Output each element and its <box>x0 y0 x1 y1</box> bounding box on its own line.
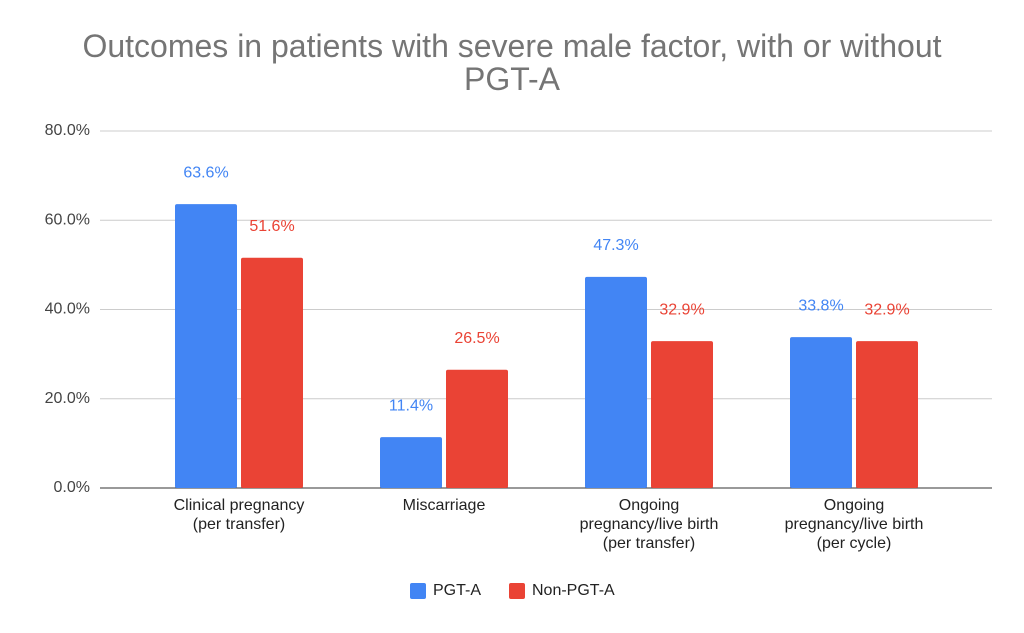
value-label: 51.6% <box>249 218 294 235</box>
y-tick-label: 0.0% <box>54 479 90 496</box>
legend-swatch <box>410 583 426 599</box>
legend-label: Non-PGT-A <box>532 582 615 599</box>
x-tick-label: Clinical pregnancy (per transfer) <box>173 497 305 533</box>
value-label: 33.8% <box>798 297 843 314</box>
bar <box>380 437 442 488</box>
value-label: 63.6% <box>183 164 228 181</box>
x-tick-label: Miscarriage <box>402 497 486 514</box>
y-tick-label: 60.0% <box>45 211 90 228</box>
value-label: 32.9% <box>864 301 909 318</box>
y-tick-label: 40.0% <box>45 301 90 318</box>
bar <box>175 204 237 488</box>
x-tick-label: Ongoing pregnancy/live birth (per transf… <box>579 497 719 552</box>
legend-swatch <box>509 583 525 599</box>
value-label: 32.9% <box>659 301 704 318</box>
chart-title: Outcomes in patients with severe male fa… <box>82 28 942 97</box>
x-tick-label: Ongoing pregnancy/live birth (per cycle) <box>784 497 924 552</box>
bar <box>241 257 303 488</box>
value-label: 26.5% <box>454 330 499 347</box>
value-label: 47.3% <box>593 237 638 254</box>
bar <box>446 369 508 488</box>
legend-label: PGT-A <box>433 582 481 599</box>
bar <box>651 341 713 488</box>
bar <box>585 276 647 488</box>
bar <box>856 341 918 488</box>
y-tick-label: 20.0% <box>45 390 90 407</box>
bar <box>790 337 852 488</box>
value-label: 11.4% <box>389 397 433 414</box>
y-tick-label: 80.0% <box>45 122 90 139</box>
